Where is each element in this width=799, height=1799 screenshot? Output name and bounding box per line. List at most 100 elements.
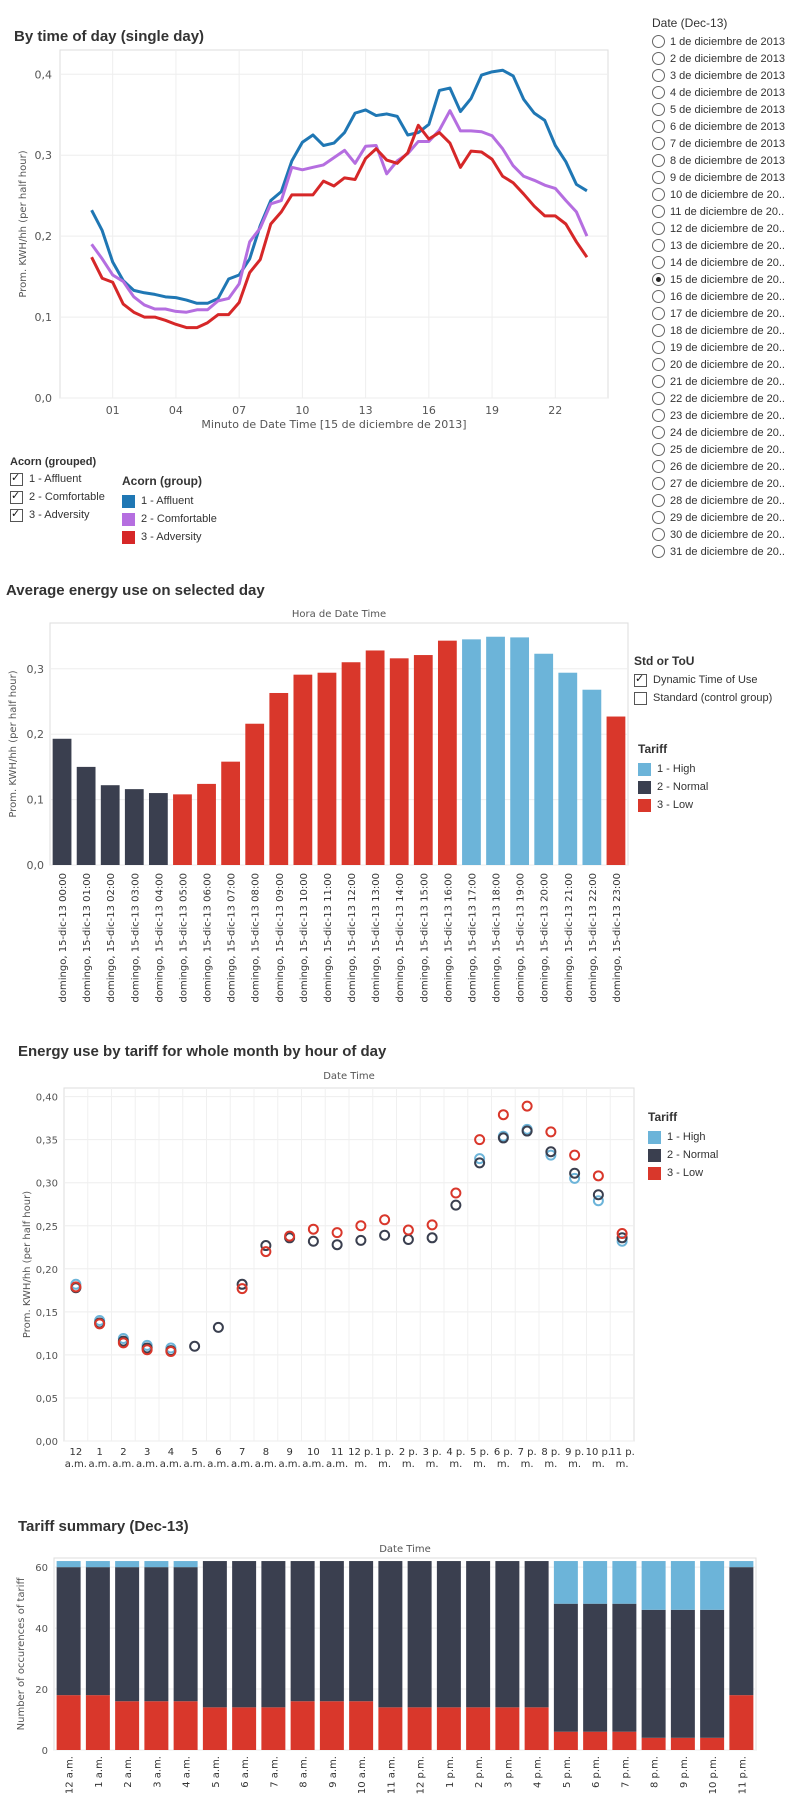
- radio-icon[interactable]: [652, 222, 665, 235]
- scatter-legend-item[interactable]: 1 - High: [648, 1128, 788, 1146]
- radio-icon[interactable]: [652, 120, 665, 133]
- radio-icon[interactable]: [652, 103, 665, 116]
- date-filter-option[interactable]: 5 de diciembre de 2013: [652, 101, 797, 118]
- date-filter-option[interactable]: 13 de diciembre de 20..: [652, 237, 797, 254]
- tariff-legend-item[interactable]: 3 - Low: [638, 796, 788, 814]
- date-filter-option[interactable]: 16 de diciembre de 20..: [652, 288, 797, 305]
- date-filter-option[interactable]: 8 de diciembre de 2013: [652, 152, 797, 169]
- date-filter-option[interactable]: 30 de diciembre de 20..: [652, 526, 797, 543]
- radio-icon[interactable]: [652, 307, 665, 320]
- radio-icon[interactable]: [652, 511, 665, 524]
- scatter-legend-item[interactable]: 3 - Low: [648, 1164, 788, 1182]
- date-filter-option[interactable]: 24 de diciembre de 20..: [652, 424, 797, 441]
- date-filter-option[interactable]: 18 de diciembre de 20..: [652, 322, 797, 339]
- chart2-bar: [293, 674, 313, 865]
- chart3-point-2: [521, 1125, 533, 1137]
- date-filter-option[interactable]: 31 de diciembre de 20..: [652, 543, 797, 560]
- tariff-legend-item[interactable]: 1 - High: [638, 760, 788, 778]
- date-filter-option[interactable]: 17 de diciembre de 20..: [652, 305, 797, 322]
- date-filter-option[interactable]: 3 de diciembre de 2013: [652, 67, 797, 84]
- date-filter-option[interactable]: 7 de diciembre de 2013: [652, 135, 797, 152]
- date-filter-option[interactable]: 21 de diciembre de 20..: [652, 373, 797, 390]
- date-filter-option[interactable]: 28 de diciembre de 20..: [652, 492, 797, 509]
- radio-icon[interactable]: [652, 426, 665, 439]
- chart4-bar-segment-1: [144, 1701, 169, 1750]
- checkbox-checked-icon[interactable]: [10, 471, 23, 486]
- legend-swatch: [648, 1148, 661, 1162]
- date-filter-option[interactable]: 11 de diciembre de 20..: [652, 203, 797, 220]
- chart4-xtick: 12 a.m.: [65, 1756, 76, 1794]
- chart4-xtick: 1 a.m.: [94, 1756, 105, 1788]
- date-filter-option[interactable]: 26 de diciembre de 20..: [652, 458, 797, 475]
- stdtou-filter-item[interactable]: Dynamic Time of Use: [634, 671, 799, 689]
- acorn-legend-item[interactable]: 3 - Adversity: [122, 528, 262, 546]
- chart4-bar-segment-1: [729, 1695, 754, 1750]
- date-filter-option[interactable]: 10 de diciembre de 20..: [652, 186, 797, 203]
- date-filter-option[interactable]: 19 de diciembre de 20..: [652, 339, 797, 356]
- tariff-legend-item[interactable]: 2 - Normal: [638, 778, 788, 796]
- radio-icon[interactable]: [652, 52, 665, 65]
- chart3-xtick: 2 p.: [399, 1447, 418, 1458]
- radio-icon[interactable]: [652, 545, 665, 558]
- date-filter-option[interactable]: 6 de diciembre de 2013: [652, 118, 797, 135]
- date-filter-option-label: 26 de diciembre de 20..: [670, 460, 785, 473]
- date-filter-option[interactable]: 25 de diciembre de 20..: [652, 441, 797, 458]
- scatter-legend-item[interactable]: 2 - Normal: [648, 1146, 788, 1164]
- radio-selected-icon[interactable]: [652, 273, 665, 286]
- date-filter-option-label: 6 de diciembre de 2013: [670, 120, 785, 133]
- date-filter-option[interactable]: 1 de diciembre de 2013: [652, 33, 797, 50]
- date-filter-option[interactable]: 2 de diciembre de 2013: [652, 50, 797, 67]
- checkbox-checked-icon[interactable]: [634, 672, 647, 687]
- radio-icon[interactable]: [652, 137, 665, 150]
- radio-icon[interactable]: [652, 528, 665, 541]
- radio-icon[interactable]: [652, 171, 665, 184]
- acorn-filter-item[interactable]: 3 - Adversity: [10, 506, 120, 524]
- radio-icon[interactable]: [652, 188, 665, 201]
- checkbox-checked-icon[interactable]: [10, 507, 23, 522]
- radio-icon[interactable]: [652, 460, 665, 473]
- radio-icon[interactable]: [652, 392, 665, 405]
- date-filter-option-label: 1 de diciembre de 2013: [670, 35, 785, 48]
- date-filter-option[interactable]: 20 de diciembre de 20..: [652, 356, 797, 373]
- date-filter-option[interactable]: 29 de diciembre de 20..: [652, 509, 797, 526]
- acorn-filter-item[interactable]: 1 - Affluent: [10, 470, 120, 488]
- acorn-legend-item[interactable]: 2 - Comfortable: [122, 510, 262, 528]
- date-filter-option[interactable]: 23 de diciembre de 20..: [652, 407, 797, 424]
- acorn-legend-item[interactable]: 1 - Affluent: [122, 492, 262, 510]
- radio-icon[interactable]: [652, 477, 665, 490]
- checkbox-checked-icon[interactable]: [10, 489, 23, 504]
- date-filter-option[interactable]: 12 de diciembre de 20..: [652, 220, 797, 237]
- radio-icon[interactable]: [652, 494, 665, 507]
- chart4-bar-segment-2: [56, 1567, 81, 1696]
- date-filter-option[interactable]: 27 de diciembre de 20..: [652, 475, 797, 492]
- radio-icon[interactable]: [652, 358, 665, 371]
- chart3-ytick: 0,10: [36, 1351, 58, 1362]
- stdtou-filter-item[interactable]: Standard (control group): [634, 689, 799, 707]
- chart1-xtick: 04: [169, 404, 183, 417]
- chart4-bar-segment-3: [583, 1561, 608, 1604]
- radio-icon[interactable]: [652, 35, 665, 48]
- radio-icon[interactable]: [652, 239, 665, 252]
- checkbox-icon[interactable]: [634, 691, 647, 705]
- radio-icon[interactable]: [652, 154, 665, 167]
- date-filter-option[interactable]: 4 de diciembre de 2013: [652, 84, 797, 101]
- chart4-bar-segment-2: [232, 1561, 257, 1708]
- date-filter-option[interactable]: 14 de diciembre de 20..: [652, 254, 797, 271]
- radio-icon[interactable]: [652, 324, 665, 337]
- chart3-point-3: [402, 1224, 414, 1236]
- radio-icon[interactable]: [652, 443, 665, 456]
- date-filter-option[interactable]: 22 de diciembre de 20..: [652, 390, 797, 407]
- radio-icon[interactable]: [652, 341, 665, 354]
- chart3-xtick: 11 p.: [609, 1447, 634, 1458]
- radio-icon[interactable]: [652, 69, 665, 82]
- date-filter-option[interactable]: 9 de diciembre de 2013: [652, 169, 797, 186]
- radio-icon[interactable]: [652, 205, 665, 218]
- radio-icon[interactable]: [652, 409, 665, 422]
- radio-icon[interactable]: [652, 256, 665, 269]
- acorn-filter-item[interactable]: 2 - Comfortable: [10, 488, 120, 506]
- chart2-xtick: domingo, 15-dic-13 17:00: [467, 873, 478, 1002]
- date-filter-option[interactable]: 15 de diciembre de 20..: [652, 271, 797, 288]
- radio-icon[interactable]: [652, 86, 665, 99]
- radio-icon[interactable]: [652, 375, 665, 388]
- radio-icon[interactable]: [652, 290, 665, 303]
